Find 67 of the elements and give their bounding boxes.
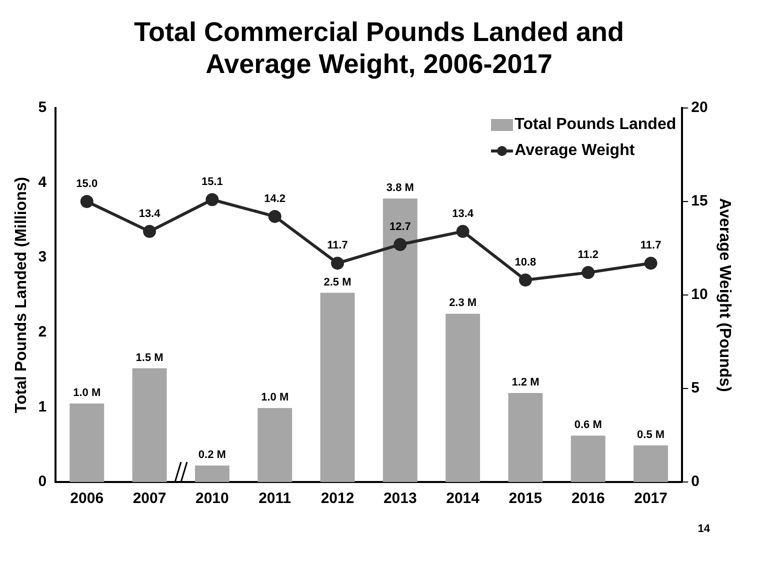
bar — [70, 403, 104, 482]
data-label: 3.8 M — [386, 182, 414, 194]
x-tick-label: 2017 — [634, 490, 668, 508]
y2-tick-label: 5 — [691, 380, 700, 397]
y-tick-label: 4 — [38, 174, 48, 191]
bar — [194, 466, 230, 482]
y-tick-label: 5 — [38, 99, 47, 116]
y2-tick-label: 20 — [691, 99, 708, 116]
y-tick-label: 3 — [38, 248, 47, 266]
y-tick-label: 1 — [38, 398, 47, 416]
bar — [446, 314, 480, 482]
chart-title: Total Commercial Pounds Landed and Average Weight, 2006-2017 — [132, 16, 626, 81]
y-axis-title: Total Pounds Landed (Millions) — [13, 176, 30, 414]
bar — [132, 368, 167, 482]
bar — [258, 408, 292, 482]
data-label: 15.1 — [201, 176, 223, 188]
x-tick-label: 2006 — [70, 490, 104, 508]
data-label: 1.2 M — [512, 376, 540, 389]
data-label: 15.0 — [76, 178, 98, 190]
point — [268, 210, 282, 223]
data-label: 0.6 M — [574, 419, 602, 432]
data-label: 14.2 — [264, 192, 286, 205]
y2-axis-title: Average Weight (Pounds) — [716, 198, 733, 392]
data-label: 13.4 — [138, 208, 162, 220]
data-label: 1.0 M — [73, 386, 101, 399]
y2-tick-label: 15 — [691, 192, 708, 210]
x-tick-label: 2012 — [320, 490, 354, 508]
y-tick-label: 2 — [38, 324, 47, 341]
point — [143, 224, 156, 238]
data-label: 0.2 M — [198, 449, 226, 462]
bar — [570, 436, 606, 482]
x-tick-label: 2015 — [508, 490, 542, 508]
bar — [382, 198, 418, 482]
point — [394, 238, 407, 252]
point — [582, 266, 595, 280]
point — [456, 224, 470, 238]
text: 14 — [698, 523, 710, 535]
legend-label: Average Weight — [514, 141, 635, 161]
data-label: 12.7 — [389, 221, 411, 234]
data-label: 1.5 M — [136, 352, 164, 364]
x-tick-label: 2013 — [383, 490, 417, 508]
x-tick-label: 2016 — [571, 490, 605, 508]
data-label: 11.2 — [578, 249, 599, 262]
data-label: 1.0 M — [261, 391, 289, 404]
bar — [634, 445, 668, 482]
bar — [508, 392, 543, 482]
x-tick-label: 2011 — [258, 490, 292, 508]
data-label: 13.4 — [452, 208, 474, 220]
data-label: 10.8 — [514, 256, 536, 269]
y-tick-label: 0 — [38, 473, 47, 490]
data-label: 2.3 M — [449, 297, 477, 310]
point — [206, 193, 219, 206]
point — [518, 274, 532, 287]
x-tick-label: 2007 — [132, 490, 166, 508]
x-tick-label: 2014 — [446, 490, 480, 508]
data-label: 2.5 M — [324, 276, 352, 288]
y2-tick-label: 10 — [691, 286, 708, 304]
point — [80, 195, 94, 208]
point — [644, 256, 658, 270]
bar — [320, 292, 355, 482]
data-label: 0.5 M — [637, 428, 665, 441]
point — [331, 256, 344, 270]
legend-label: Total Pounds Landed — [514, 115, 676, 135]
data-label: 11.7 — [327, 240, 348, 252]
x-tick-label: 2010 — [196, 490, 229, 508]
y2-tick-label: 0 — [691, 473, 700, 490]
data-label: 11.7 — [640, 240, 662, 252]
